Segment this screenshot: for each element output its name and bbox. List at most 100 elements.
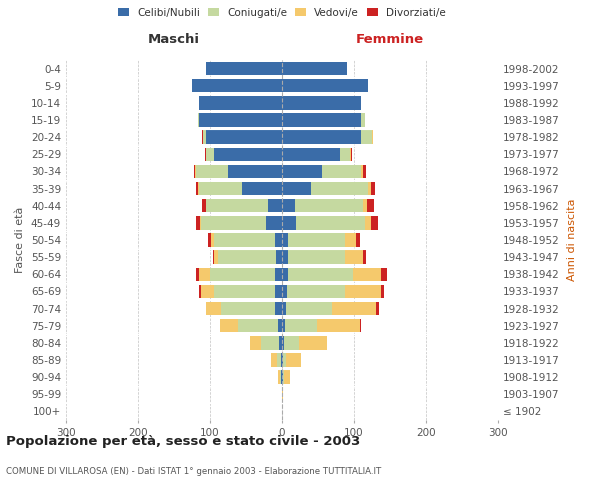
Bar (382, 268, 387, 281)
Bar (214, 234, 275, 246)
Bar (284, 336, 299, 349)
Bar (285, 319, 317, 332)
Bar (220, 319, 238, 332)
Bar (211, 234, 214, 246)
Text: COMUNE DI VILLAROSA (EN) - Dati ISTAT 1° gennaio 2003 - Elaborazione TUTTITALIA.: COMUNE DI VILLAROSA (EN) - Dati ISTAT 1°… (6, 468, 381, 476)
Bar (282, 148, 340, 161)
Bar (288, 250, 346, 264)
Y-axis label: Fasce di età: Fasce di età (16, 207, 25, 273)
Bar (268, 199, 282, 212)
Bar (350, 148, 351, 161)
Bar (380, 284, 384, 298)
Bar (346, 234, 356, 246)
Bar (296, 216, 365, 230)
Bar (228, 164, 282, 178)
Bar (203, 130, 206, 144)
Bar (218, 250, 275, 264)
Bar (282, 164, 322, 178)
Bar (194, 164, 195, 178)
Bar (372, 130, 373, 144)
Bar (332, 302, 376, 316)
Bar (279, 336, 282, 349)
Bar (208, 234, 211, 246)
Bar (192, 79, 282, 92)
Bar (353, 268, 382, 281)
Bar (200, 284, 214, 298)
Bar (288, 234, 346, 246)
Bar (196, 182, 198, 196)
Bar (238, 319, 278, 332)
Bar (282, 216, 296, 230)
Bar (199, 182, 242, 196)
Bar (202, 216, 266, 230)
Bar (221, 302, 275, 316)
Bar (282, 250, 288, 264)
Bar (198, 182, 199, 196)
Bar (213, 250, 214, 264)
Bar (361, 164, 362, 178)
Bar (295, 199, 364, 212)
Bar (282, 302, 286, 316)
Bar (371, 216, 378, 230)
Bar (371, 182, 375, 196)
Bar (202, 199, 206, 212)
Bar (196, 268, 199, 281)
Bar (275, 250, 282, 264)
Bar (199, 284, 200, 298)
Bar (266, 216, 282, 230)
Text: Maschi: Maschi (148, 34, 200, 46)
Bar (282, 96, 361, 110)
Bar (210, 268, 275, 281)
Bar (214, 250, 218, 264)
Bar (317, 319, 361, 332)
Legend: Celibi/Nubili, Coniugati/e, Vedovi/e, Divorziati/e: Celibi/Nubili, Coniugati/e, Vedovi/e, Di… (118, 8, 446, 18)
Bar (275, 284, 282, 298)
Bar (286, 354, 301, 366)
Bar (282, 319, 285, 332)
Bar (299, 336, 328, 349)
Bar (283, 370, 284, 384)
Bar (361, 130, 372, 144)
Bar (282, 370, 283, 384)
Text: Popolazione per età, sesso e stato civile - 2003: Popolazione per età, sesso e stato civil… (6, 435, 360, 448)
Bar (344, 284, 380, 298)
Bar (198, 114, 199, 126)
Bar (250, 336, 261, 349)
Bar (275, 268, 282, 281)
Bar (275, 302, 282, 316)
Bar (322, 164, 361, 178)
Bar (261, 336, 279, 349)
Bar (280, 370, 281, 384)
Bar (206, 199, 268, 212)
Bar (282, 79, 368, 92)
Bar (242, 182, 282, 196)
Bar (277, 354, 281, 366)
Bar (282, 114, 361, 126)
Bar (282, 199, 295, 212)
Bar (364, 250, 365, 264)
Bar (205, 148, 206, 161)
Bar (282, 284, 287, 298)
Bar (199, 96, 282, 110)
Bar (282, 182, 311, 196)
Bar (206, 302, 221, 316)
Bar (376, 302, 379, 316)
Bar (195, 164, 196, 178)
Bar (275, 234, 282, 246)
Bar (271, 354, 277, 366)
Bar (367, 199, 374, 212)
Bar (199, 268, 210, 281)
Bar (282, 62, 347, 76)
Bar (206, 148, 214, 161)
Bar (282, 388, 283, 401)
Bar (365, 216, 371, 230)
Bar (287, 284, 344, 298)
Bar (206, 62, 282, 76)
Bar (346, 250, 364, 264)
Y-axis label: Anni di nascita: Anni di nascita (566, 198, 577, 281)
Bar (278, 370, 280, 384)
Bar (368, 182, 371, 196)
Bar (283, 354, 286, 366)
Bar (340, 148, 350, 161)
Bar (200, 216, 202, 230)
